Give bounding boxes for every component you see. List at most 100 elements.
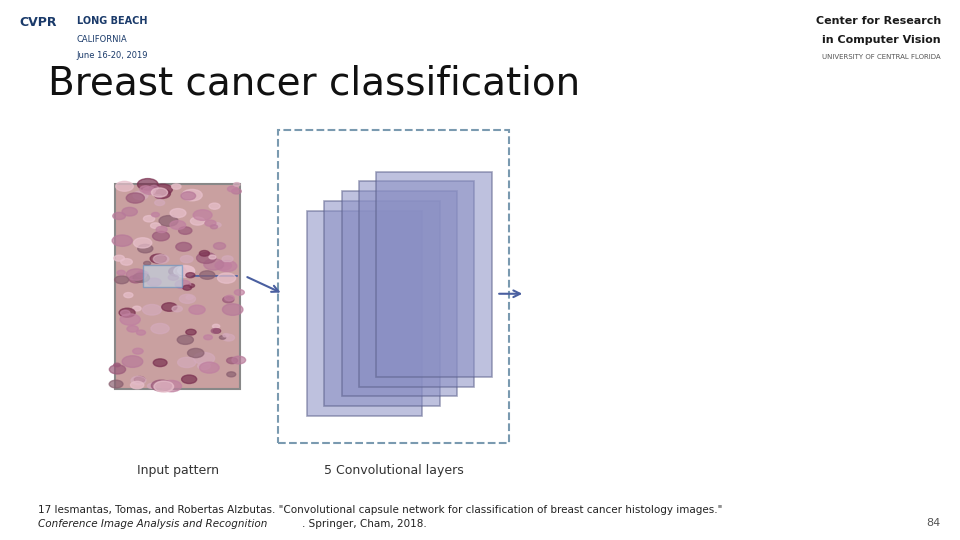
Bar xyxy=(324,201,440,406)
Circle shape xyxy=(225,295,234,301)
Circle shape xyxy=(142,305,161,315)
Bar xyxy=(342,191,457,396)
Text: CALIFORNIA: CALIFORNIA xyxy=(77,35,128,44)
Circle shape xyxy=(127,269,147,280)
Circle shape xyxy=(179,227,192,234)
Circle shape xyxy=(212,324,220,328)
Circle shape xyxy=(155,200,164,206)
Circle shape xyxy=(154,189,171,199)
Text: in Computer Vision: in Computer Vision xyxy=(822,35,941,45)
Circle shape xyxy=(218,273,235,284)
Circle shape xyxy=(161,380,181,392)
Text: Breast cancer classification: Breast cancer classification xyxy=(48,65,580,103)
Circle shape xyxy=(186,273,195,278)
Circle shape xyxy=(133,191,148,200)
Circle shape xyxy=(133,238,152,248)
Circle shape xyxy=(169,266,186,276)
Text: June 16-20, 2019: June 16-20, 2019 xyxy=(77,51,148,60)
Text: LONG BEACH: LONG BEACH xyxy=(77,16,147,26)
Circle shape xyxy=(234,289,245,295)
Circle shape xyxy=(228,186,237,192)
Circle shape xyxy=(151,323,169,334)
Circle shape xyxy=(213,329,221,333)
Circle shape xyxy=(133,273,150,282)
Bar xyxy=(359,181,474,387)
Circle shape xyxy=(120,314,140,325)
Circle shape xyxy=(223,334,234,341)
Circle shape xyxy=(152,380,172,392)
Circle shape xyxy=(189,305,205,314)
Circle shape xyxy=(227,372,236,377)
Bar xyxy=(307,211,422,416)
Circle shape xyxy=(112,212,126,220)
Circle shape xyxy=(178,357,196,368)
Circle shape xyxy=(211,328,220,333)
Circle shape xyxy=(122,207,137,216)
Text: UNIVERSITY OF CENTRAL FLORIDA: UNIVERSITY OF CENTRAL FLORIDA xyxy=(822,54,941,60)
Circle shape xyxy=(152,188,168,197)
Circle shape xyxy=(134,376,145,382)
Circle shape xyxy=(217,260,237,272)
Circle shape xyxy=(154,381,174,392)
Circle shape xyxy=(186,295,193,299)
Circle shape xyxy=(137,179,158,190)
Circle shape xyxy=(180,294,196,303)
Circle shape xyxy=(156,195,162,198)
Circle shape xyxy=(151,223,160,228)
Circle shape xyxy=(114,276,129,284)
Circle shape xyxy=(117,271,125,275)
Circle shape xyxy=(124,293,132,298)
Circle shape xyxy=(200,362,219,373)
Circle shape xyxy=(220,336,226,339)
Circle shape xyxy=(127,326,138,332)
Text: 5 Convolutional layers: 5 Convolutional layers xyxy=(324,464,464,477)
Circle shape xyxy=(137,244,153,253)
Circle shape xyxy=(140,186,152,192)
Circle shape xyxy=(159,215,178,226)
Circle shape xyxy=(170,208,186,218)
Circle shape xyxy=(210,225,218,229)
Circle shape xyxy=(170,220,185,230)
Circle shape xyxy=(132,376,146,384)
Circle shape xyxy=(114,363,120,367)
Circle shape xyxy=(213,242,226,249)
Circle shape xyxy=(116,181,133,191)
Circle shape xyxy=(182,190,203,201)
Circle shape xyxy=(119,308,135,317)
Circle shape xyxy=(172,184,181,189)
Circle shape xyxy=(213,222,221,227)
Circle shape xyxy=(114,255,125,261)
Circle shape xyxy=(143,187,156,194)
Circle shape xyxy=(181,375,197,383)
Circle shape xyxy=(223,334,228,337)
Circle shape xyxy=(148,383,156,388)
Circle shape xyxy=(156,226,167,233)
Circle shape xyxy=(121,259,132,265)
Text: CVPR: CVPR xyxy=(19,16,57,29)
Circle shape xyxy=(122,356,143,367)
Circle shape xyxy=(132,306,141,311)
Circle shape xyxy=(154,255,169,264)
Circle shape xyxy=(143,215,155,222)
Circle shape xyxy=(152,212,159,217)
Bar xyxy=(376,172,492,377)
Circle shape xyxy=(147,278,161,286)
Text: 17 Iesmantas, Tomas, and Robertas Alzbutas. "Convolutional capsule network for c: 17 Iesmantas, Tomas, and Robertas Alzbut… xyxy=(38,505,726,515)
Circle shape xyxy=(130,275,142,283)
Circle shape xyxy=(136,330,146,335)
Circle shape xyxy=(215,261,231,270)
Circle shape xyxy=(150,185,158,190)
Circle shape xyxy=(178,266,195,275)
Circle shape xyxy=(225,262,230,266)
Circle shape xyxy=(180,255,193,262)
Circle shape xyxy=(126,193,144,203)
Circle shape xyxy=(181,192,196,200)
Circle shape xyxy=(168,275,179,280)
Circle shape xyxy=(175,280,191,289)
Text: 84: 84 xyxy=(926,518,941,529)
Circle shape xyxy=(153,231,169,241)
Circle shape xyxy=(109,365,126,374)
Bar xyxy=(278,130,509,443)
Circle shape xyxy=(223,296,234,303)
Circle shape xyxy=(109,380,123,388)
